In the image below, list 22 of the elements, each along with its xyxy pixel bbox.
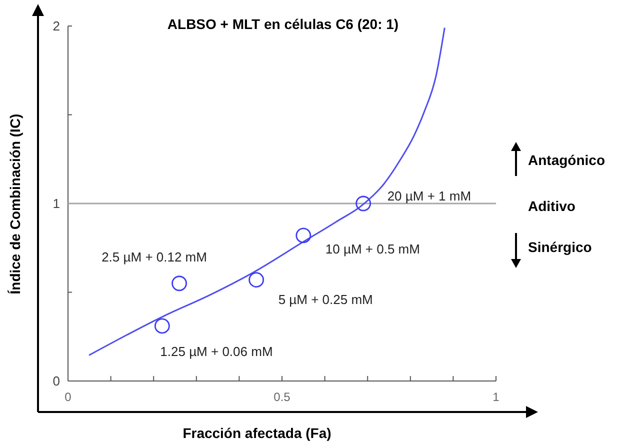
annotation: 10 µM + 0.5 mM [325,241,420,256]
annotation: 5 µM + 0.25 mM [278,292,373,307]
y-tick-label: 0 [52,374,60,389]
point [296,228,312,244]
annotation: 20 µM + 1 mM [387,188,472,204]
point [154,318,170,334]
text: Aditivo [528,198,576,214]
text: Antagónico [528,152,605,168]
x-tick-label: 0 [64,390,72,404]
annotation: 2.5 µM + 0.12 mM [102,249,207,264]
x-tick-label: 1 [492,390,500,404]
annotation: 1.25 µM + 0.06 mM [160,344,273,359]
y-axis-title: Índice de Combinación (IC) [7,114,23,294]
y-tick-label: 2 [52,18,60,34]
x-tick-label: 0.5 [274,390,291,404]
x-axis-title: Fracción afectada (Fa) [182,425,332,441]
point [172,276,187,292]
y-tick-label: 1 [52,196,60,212]
chart-title: ALBSO + MLT en células C6 (20: 1) [167,16,399,32]
point [248,272,264,288]
text: Sinérgico [528,238,592,255]
point [356,196,372,212]
